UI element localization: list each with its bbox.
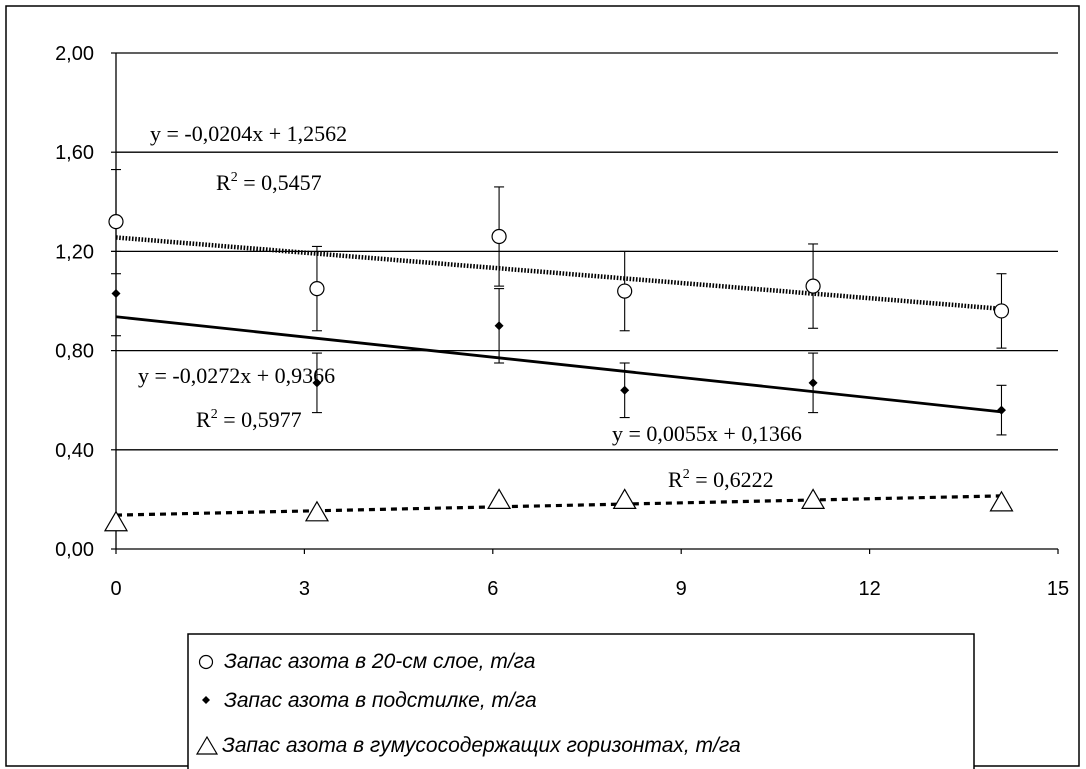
y-tick-label: 1,60 (55, 142, 94, 164)
x-tick-label: 15 (1047, 578, 1069, 600)
equation-series-3: y = 0,0055x + 0,1366 (612, 421, 802, 446)
point-series-1 (806, 279, 820, 293)
y-tick-label: 0,00 (55, 539, 94, 561)
point-series-1 (618, 284, 632, 298)
x-tick-label: 3 (299, 578, 310, 600)
equation-series-1: y = -0,0204x + 1,2562 (150, 121, 347, 146)
legend-label-series-2: Запас азота в подстилке, т/га (224, 689, 537, 712)
x-tick-label: 6 (487, 578, 498, 600)
point-series-1 (109, 215, 123, 229)
y-tick-label: 2,00 (55, 43, 94, 65)
y-tick-label: 1,20 (55, 241, 94, 263)
legend: Запас азота в 20-см слое, т/га Запас азо… (188, 634, 974, 769)
y-tick-label: 0,80 (55, 341, 94, 363)
y-tick-label: 0,40 (55, 440, 94, 462)
legend-marker-circle (200, 656, 213, 669)
point-series-1 (310, 282, 324, 296)
legend-label-series-3: Запас азота в гумусосодержащих горизонта… (222, 734, 741, 757)
point-series-1 (994, 304, 1008, 318)
legend-label-series-1: Запас азота в 20-см слое, т/га (224, 650, 535, 673)
point-series-1 (492, 230, 506, 244)
equation-series-2: y = -0,0272x + 0,9366 (138, 363, 335, 388)
x-tick-label: 0 (110, 578, 121, 600)
x-tick-label: 12 (858, 578, 880, 600)
x-tick-label: 9 (676, 578, 687, 600)
